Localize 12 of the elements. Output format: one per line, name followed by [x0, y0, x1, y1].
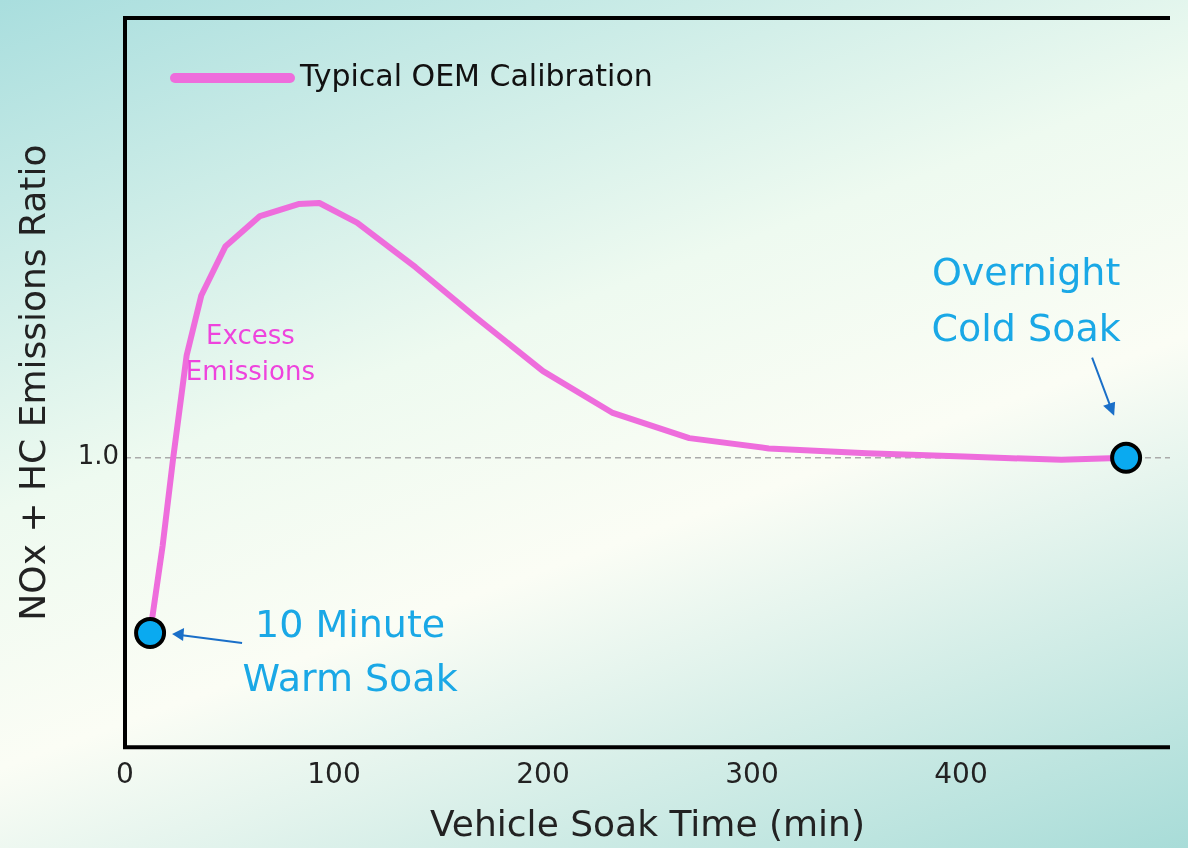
- x-axis-title: Vehicle Soak Time (min): [430, 802, 865, 844]
- x-tick-label: 300: [725, 757, 779, 791]
- x-tick-label: 0: [116, 757, 134, 791]
- x-tick-label: 400: [934, 757, 988, 791]
- x-tick-label: 200: [516, 757, 570, 791]
- text: 1.0: [77, 440, 119, 471]
- y-axis-title: NOx + HC Emissions Ratio: [11, 144, 53, 621]
- annotation: Excess Emissions: [185, 320, 316, 387]
- legend-label: Typical OEM Calibration: [299, 57, 653, 93]
- annotation: 10 Minute Warm Soak: [242, 601, 458, 700]
- x-tick-label: 100: [307, 757, 361, 791]
- annotation: Overnight Cold Soak: [931, 249, 1121, 350]
